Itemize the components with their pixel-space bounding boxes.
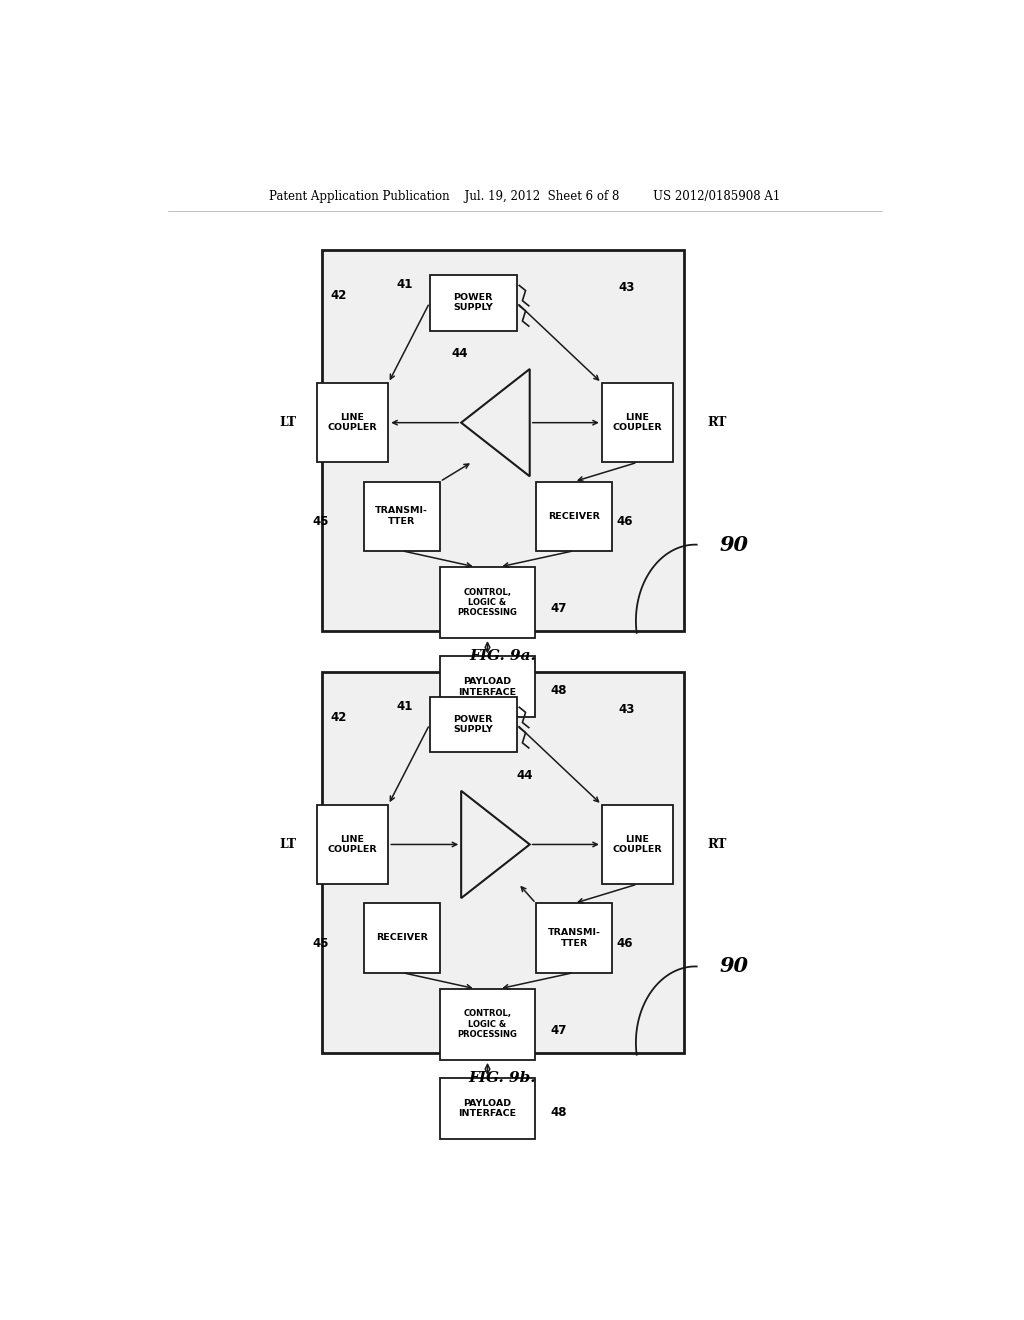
Text: 45: 45 <box>312 937 329 949</box>
Text: RECEIVER: RECEIVER <box>548 512 600 520</box>
Text: 44: 44 <box>452 347 468 360</box>
Text: 43: 43 <box>618 702 635 715</box>
Text: 47: 47 <box>550 1024 566 1038</box>
Text: FIG. 9b.: FIG. 9b. <box>469 1072 537 1085</box>
FancyBboxPatch shape <box>323 672 684 1053</box>
Text: LT: LT <box>280 416 296 429</box>
Text: RT: RT <box>708 838 727 851</box>
Text: 45: 45 <box>312 515 329 528</box>
Text: 42: 42 <box>331 711 347 723</box>
FancyBboxPatch shape <box>364 482 440 550</box>
Text: 48: 48 <box>550 685 566 697</box>
FancyBboxPatch shape <box>602 805 673 884</box>
Text: 48: 48 <box>550 1106 566 1119</box>
Text: POWER
SUPPLY: POWER SUPPLY <box>454 293 494 313</box>
Text: 90: 90 <box>719 535 749 554</box>
Text: TRANSMI-
TTER: TRANSMI- TTER <box>376 507 428 525</box>
Text: RT: RT <box>708 416 727 429</box>
Text: PAYLOAD
INTERFACE: PAYLOAD INTERFACE <box>459 677 516 697</box>
Text: LINE
COUPLER: LINE COUPLER <box>612 413 663 433</box>
Text: Patent Application Publication    Jul. 19, 2012  Sheet 6 of 8         US 2012/01: Patent Application Publication Jul. 19, … <box>269 190 780 202</box>
Text: CONTROL,
LOGIC &
PROCESSING: CONTROL, LOGIC & PROCESSING <box>458 587 517 618</box>
FancyBboxPatch shape <box>440 1078 536 1139</box>
FancyBboxPatch shape <box>364 903 440 973</box>
FancyBboxPatch shape <box>323 249 684 631</box>
Text: 46: 46 <box>616 937 633 949</box>
Text: LINE
COUPLER: LINE COUPLER <box>328 413 378 433</box>
Text: CONTROL,
LOGIC &
PROCESSING: CONTROL, LOGIC & PROCESSING <box>458 1010 517 1039</box>
FancyBboxPatch shape <box>536 482 612 550</box>
Text: PAYLOAD
INTERFACE: PAYLOAD INTERFACE <box>459 1100 516 1118</box>
FancyBboxPatch shape <box>440 989 536 1060</box>
Text: LINE
COUPLER: LINE COUPLER <box>612 834 663 854</box>
Text: LT: LT <box>280 838 296 851</box>
FancyBboxPatch shape <box>430 697 517 752</box>
Text: FIG. 9a.: FIG. 9a. <box>469 649 536 664</box>
Text: 90: 90 <box>719 957 749 977</box>
Text: 41: 41 <box>396 279 413 290</box>
FancyBboxPatch shape <box>602 383 673 462</box>
Text: TRANSMI-
TTER: TRANSMI- TTER <box>548 928 600 948</box>
FancyBboxPatch shape <box>316 383 388 462</box>
Text: 42: 42 <box>331 289 347 302</box>
FancyBboxPatch shape <box>440 656 536 718</box>
FancyBboxPatch shape <box>536 903 612 973</box>
Text: LINE
COUPLER: LINE COUPLER <box>328 834 378 854</box>
Text: RECEIVER: RECEIVER <box>376 933 428 942</box>
Text: 41: 41 <box>396 700 413 713</box>
FancyBboxPatch shape <box>316 805 388 884</box>
Text: 47: 47 <box>550 602 566 615</box>
Text: 44: 44 <box>517 768 534 781</box>
FancyBboxPatch shape <box>430 275 517 331</box>
Text: 46: 46 <box>616 515 633 528</box>
FancyBboxPatch shape <box>440 568 536 638</box>
Text: 43: 43 <box>618 281 635 294</box>
Text: POWER
SUPPLY: POWER SUPPLY <box>454 715 494 734</box>
